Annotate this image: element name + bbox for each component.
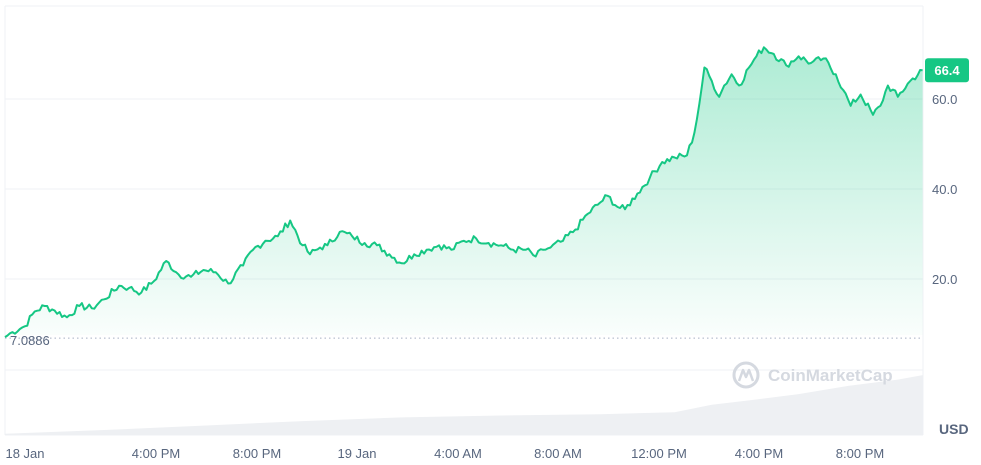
y-tick-label: 60.0	[932, 92, 957, 107]
x-axis-ticks: 18 Jan 4:00 PM 8:00 PM 19 Jan 4:00 AM 8:00 AM…	[5, 446, 884, 461]
x-tick-label: 4:00 PM	[132, 446, 180, 461]
coinmarketcap-logo-icon	[732, 361, 760, 389]
x-tick-label: 12:00 PM	[631, 446, 687, 461]
price-area-fill	[5, 47, 923, 338]
current-price-badge	[925, 58, 969, 83]
current-price-value: 66.4	[934, 63, 960, 78]
price-line	[4, 46, 923, 338]
x-tick-label: 19 Jan	[337, 446, 376, 461]
x-tick-label: 8:00 AM	[534, 446, 582, 461]
x-tick-label: 8:00 PM	[836, 446, 884, 461]
y-axis-ticks: 20.0 40.0 60.0	[932, 92, 957, 287]
watermark: CoinMarketCap	[732, 361, 893, 389]
price-area	[5, 47, 923, 338]
price-line-series	[4, 46, 923, 338]
start-price-label: 7.0886	[10, 333, 50, 348]
volume-area	[5, 375, 923, 435]
current-price-tag: 66.4	[925, 58, 969, 83]
x-tick-label: 8:00 PM	[233, 446, 281, 461]
watermark-text: CoinMarketCap	[768, 366, 893, 385]
currency-unit-label: USD	[939, 421, 969, 437]
y-tick-label: 20.0	[932, 272, 957, 287]
y-tick-label: 40.0	[932, 182, 957, 197]
x-tick-label: 4:00 AM	[434, 446, 482, 461]
x-tick-label: 4:00 PM	[735, 446, 783, 461]
volume-fill	[5, 375, 923, 435]
x-tick-label: 18 Jan	[5, 446, 44, 461]
